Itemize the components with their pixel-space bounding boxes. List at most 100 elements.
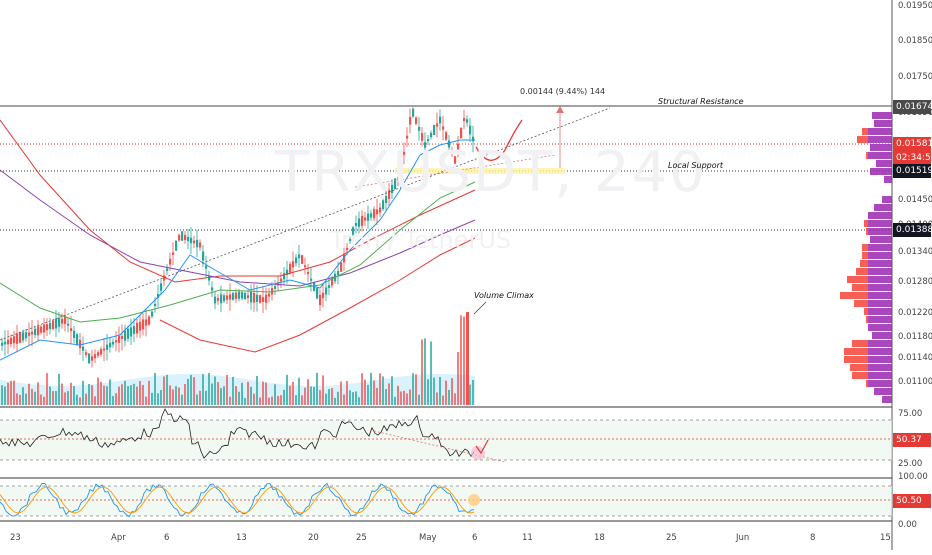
candle-body xyxy=(28,332,31,336)
volume-profile-bar xyxy=(882,396,892,403)
volume-profile-bar xyxy=(864,308,868,315)
volume-bar xyxy=(289,385,291,405)
candle-body xyxy=(238,291,241,299)
volume-bar xyxy=(322,375,324,405)
candle-body xyxy=(397,176,400,181)
rsi-highlight xyxy=(471,446,485,460)
volume-bar xyxy=(355,391,357,405)
candle-body xyxy=(418,126,421,131)
time-tick-label: 8 xyxy=(810,533,816,543)
volume-bar xyxy=(163,376,165,405)
time-tick-label: 11 xyxy=(522,533,533,543)
candle-body xyxy=(349,238,352,242)
volume-bar xyxy=(1,385,3,405)
volume-bar xyxy=(421,339,423,405)
volume-bar xyxy=(220,388,222,405)
candle-body xyxy=(412,108,415,117)
volume-bar xyxy=(292,382,294,405)
volume-profile-bar xyxy=(874,204,892,211)
structural-resistance-label[interactable]: Structural Resistance xyxy=(658,97,744,106)
candle-body xyxy=(115,340,118,343)
candle-body xyxy=(295,257,298,264)
support-zone xyxy=(395,168,565,174)
candle-body xyxy=(175,240,178,251)
volume-bar xyxy=(13,380,15,405)
time-tick-label: Jun xyxy=(736,533,750,543)
candle-body xyxy=(262,297,265,302)
indicator-value-badge: 50.37 xyxy=(893,433,931,447)
volume-bar xyxy=(217,382,219,405)
volume-climax-bar xyxy=(466,312,469,405)
volume-bar xyxy=(172,389,174,405)
candle-body xyxy=(337,270,340,276)
candle-body xyxy=(400,167,403,172)
candle-body xyxy=(76,334,79,345)
volume-bar xyxy=(205,390,207,405)
candle-body xyxy=(469,125,472,135)
volume-bar xyxy=(412,373,414,405)
candle-body xyxy=(460,127,463,139)
volume-bar xyxy=(382,376,384,405)
candle-body xyxy=(235,292,238,299)
candle-body xyxy=(13,336,16,344)
candle-body xyxy=(220,294,223,304)
volume-bar xyxy=(139,381,141,405)
climax-arrow xyxy=(473,301,487,315)
volume-bar xyxy=(400,391,402,405)
candle-body xyxy=(424,142,427,148)
volume-bar xyxy=(406,393,408,405)
candle-body xyxy=(472,136,475,142)
volume-bar xyxy=(178,387,180,405)
candle-body xyxy=(463,117,466,122)
volume-bar xyxy=(136,386,138,405)
volume-bar xyxy=(88,384,90,405)
candle-body xyxy=(319,294,322,306)
volume-bar xyxy=(457,352,459,405)
candle-body xyxy=(46,324,49,331)
time-tick-label: 23 xyxy=(10,533,21,543)
volume-bar xyxy=(226,374,228,405)
volume-bar xyxy=(214,376,216,405)
volume-bar xyxy=(430,341,432,405)
price-tick-label: 0.01750 xyxy=(898,72,932,82)
volume-bar xyxy=(22,387,24,405)
candle-body xyxy=(103,348,106,351)
volume-profile-bar xyxy=(868,260,892,267)
volume-bar xyxy=(187,378,189,405)
candle-body xyxy=(265,294,268,303)
candle-body xyxy=(244,292,247,300)
volume-bar xyxy=(85,393,87,405)
local-support-label[interactable]: Local Support xyxy=(668,161,724,170)
volume-profile-bar xyxy=(868,308,892,315)
volume-climax-label[interactable]: Volume Climax xyxy=(474,291,534,300)
candle-body xyxy=(274,286,277,289)
candle-body xyxy=(142,319,145,330)
candle-body xyxy=(118,335,121,343)
volume-profile-bar xyxy=(874,388,892,395)
candle-body xyxy=(61,318,64,324)
candle-body xyxy=(202,251,205,261)
price-tick-label: 0.01140 xyxy=(898,353,932,363)
ma-blue xyxy=(0,139,475,361)
measure-label[interactable]: 0.00144 (9.44%) 144 xyxy=(520,87,606,96)
volume-profile-bar xyxy=(840,292,868,299)
volume-bar xyxy=(103,385,105,405)
volume-bar xyxy=(118,386,120,405)
volume-bar xyxy=(439,376,441,405)
volume-bar xyxy=(463,316,465,405)
volume-bar xyxy=(112,395,114,405)
volume-bar xyxy=(175,386,177,405)
candle-body xyxy=(217,298,220,301)
volume-bar xyxy=(256,375,258,405)
volume-bar xyxy=(469,384,471,405)
volume-profile-bar xyxy=(868,340,892,347)
candle-body xyxy=(340,262,343,272)
volume-bar xyxy=(247,381,249,405)
volume-bar xyxy=(157,393,159,405)
volume-profile-bar xyxy=(868,348,892,355)
candle-body xyxy=(181,231,184,241)
volume-profile-bar xyxy=(868,152,892,159)
volume-bar xyxy=(4,386,6,405)
